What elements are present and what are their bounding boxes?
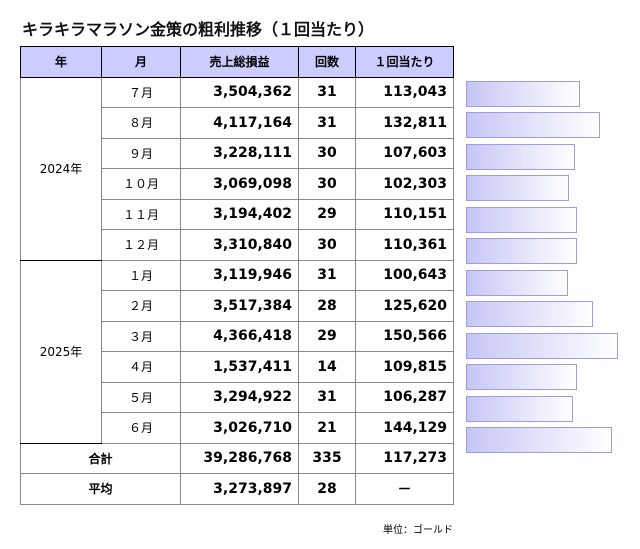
sales-cell: 3,026,710 — [180, 412, 299, 444]
per-run-cell: 110,361 — [355, 229, 454, 261]
data-bar — [466, 427, 612, 453]
count-cell: 29 — [298, 198, 356, 230]
data-bar — [466, 238, 578, 264]
data-bar — [466, 143, 575, 170]
count-cell: 30 — [298, 137, 356, 169]
per-run-cell: 110,151 — [355, 198, 454, 230]
year-cell: 2025年 — [20, 259, 102, 444]
month-cell: ９月 — [101, 137, 181, 169]
row: ４月 1,537,411 14 109,815 — [21, 351, 454, 383]
header-cell: １回当たり — [355, 46, 454, 78]
per-run-cell: 100,643 — [355, 259, 454, 291]
count-cell: 30 — [298, 168, 356, 200]
sales-cell: 4,366,418 — [180, 320, 299, 352]
row: １０月 3,069,098 30 102,303 — [21, 168, 454, 200]
label-cell: 平均 — [20, 473, 181, 505]
month-cell: ３月 — [101, 320, 181, 352]
sales-cell: 3,517,384 — [180, 290, 299, 322]
header-cell: 売上総損益 — [180, 46, 299, 78]
sales-cell: 3,194,402 — [180, 198, 299, 230]
month-cell: １月 — [101, 259, 181, 291]
header-row: 年月売上総損益 回数 １回当たり — [20, 46, 454, 78]
average-row: 平均 3,273,897 28 － — [20, 473, 454, 505]
sales-cell: 3,119,946 — [180, 259, 299, 291]
month-cell: ５月 — [101, 381, 181, 413]
month-cell: １２月 — [101, 229, 181, 261]
per-run-cell: 150,566 — [355, 320, 454, 352]
per-run-cell: 132,811 — [355, 107, 454, 139]
count-cell: 30 — [298, 229, 356, 261]
count-cell: 21 — [298, 412, 356, 444]
year-cell: 2024年 — [20, 76, 102, 261]
per-run-cell: 107,603 — [355, 137, 454, 169]
data-bar — [466, 395, 574, 422]
month-cell: ６月 — [101, 412, 181, 444]
total-row: 合計 39,286,768 335 117,273 — [20, 442, 454, 474]
month-cell: １０月 — [101, 168, 181, 200]
count-cell: 31 — [298, 76, 356, 108]
sales-cell: 3,294,922 — [180, 381, 299, 413]
row: ９月 3,228,111 30 107,603 — [21, 137, 454, 169]
count-cell: 31 — [298, 259, 356, 291]
data-bar — [466, 206, 578, 233]
month-cell: １１月 — [101, 198, 181, 230]
count-cell: 31 — [298, 107, 356, 139]
month-cell: ４月 — [101, 351, 181, 383]
label-cell: 合計 — [20, 442, 181, 474]
count-cell: 31 — [298, 381, 356, 413]
title: キラキラマラソン金策の粗利推移（１回当たり） — [22, 20, 375, 39]
sales-cell: 39,286,768 — [180, 442, 299, 474]
sales-cell: 1,537,411 — [180, 351, 299, 383]
row: ２月 3,517,384 28 125,620 — [21, 290, 454, 322]
data-bar — [466, 175, 570, 201]
sales-cell: 3,273,897 — [180, 473, 299, 505]
row: ８月 4,117,164 31 132,811 — [21, 107, 454, 139]
sales-cell: 3,310,840 — [180, 229, 299, 261]
header-cell: 月 — [101, 46, 181, 78]
table: 年月売上総損益 回数 １回当たり 2024年 ７月 3,504,362 31 113,043… — [20, 46, 454, 505]
data-bar — [466, 332, 618, 359]
data-bar — [466, 364, 577, 390]
header-cell: 回数 — [298, 46, 356, 78]
row: ３月 4,366,418 29 150,566 — [21, 320, 454, 352]
row: 2025年 １月 3,119,946 31 100,643 — [20, 259, 454, 444]
data-bar — [466, 301, 593, 327]
unit-note: 単位：ゴールド — [383, 525, 453, 536]
per-run-cell: 102,303 — [355, 168, 454, 200]
per-run-cell: 113,043 — [355, 76, 454, 108]
month-cell: ７月 — [101, 76, 181, 108]
row: １２月 3,310,840 30 110,361 — [21, 229, 454, 261]
data-bar — [466, 80, 581, 107]
month-cell: ２月 — [101, 290, 181, 322]
sales-cell: 4,117,164 — [180, 107, 299, 139]
count-cell: 335 — [298, 442, 356, 474]
row: １１月 3,194,402 29 110,151 — [21, 198, 454, 230]
per-run-cell: 109,815 — [355, 351, 454, 383]
data-bar — [466, 269, 568, 296]
per-run-cell: 117,273 — [355, 442, 454, 474]
count-cell: 29 — [298, 320, 356, 352]
row: 2024年 ７月 3,504,362 31 113,043 — [20, 76, 454, 261]
header-cell: 年 — [20, 46, 102, 78]
per-run-cell: － — [355, 473, 454, 505]
per-run-cell: 144,129 — [355, 412, 454, 444]
count-cell: 14 — [298, 351, 356, 383]
sales-cell: 3,228,111 — [180, 137, 299, 169]
count-cell: 28 — [298, 473, 356, 505]
data-bar — [466, 112, 601, 138]
month-cell: ８月 — [101, 107, 181, 139]
sales-cell: 3,069,098 — [180, 168, 299, 200]
per-run-cell: 106,287 — [355, 381, 454, 413]
sales-cell: 3,504,362 — [180, 76, 299, 108]
count-cell: 28 — [298, 290, 356, 322]
per-run-cell: 125,620 — [355, 290, 454, 322]
